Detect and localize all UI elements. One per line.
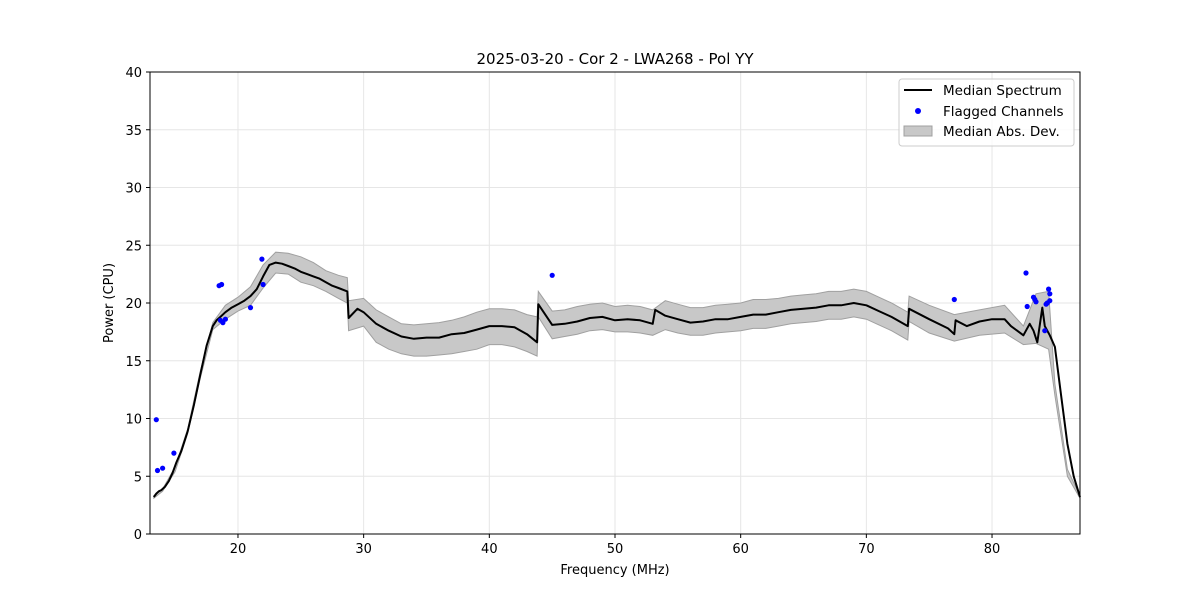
flagged-channel-point xyxy=(1047,298,1053,304)
x-axis-label: Frequency (MHz) xyxy=(560,563,669,578)
flagged-channel-point xyxy=(222,316,228,322)
x-tick-label: 80 xyxy=(984,542,1001,557)
x-axis-ticks: 20 30 40 50 60 70 80 xyxy=(230,534,1001,557)
y-tick-label: 15 xyxy=(125,355,142,370)
x-tick-label: 40 xyxy=(481,542,498,557)
y-axis-ticks: 0 5 10 15 20 25 30 35 40 xyxy=(125,66,150,543)
legend-mad-swatch xyxy=(903,125,933,137)
flagged-channel-point xyxy=(260,281,266,288)
median-spectrum-line xyxy=(152,261,1081,498)
x-tick-label: 30 xyxy=(355,542,372,557)
legend-box xyxy=(898,78,1075,147)
legend-mad-label: Median Abs. Dev. xyxy=(943,124,1060,140)
y-axis-label: Power (CPU) xyxy=(102,263,117,343)
flagged-channel-point xyxy=(1042,328,1048,334)
flagged-channel-point xyxy=(1033,299,1039,305)
x-tick-label: 70 xyxy=(858,542,875,557)
y-tick-label: 20 xyxy=(125,297,142,312)
flagged-channel-point xyxy=(154,467,161,474)
y-tick-label: 10 xyxy=(125,413,142,428)
y-tick-label: 30 xyxy=(125,182,142,197)
flagged-channel-point xyxy=(1046,286,1052,292)
y-tick-label: 0 xyxy=(134,528,142,543)
y-tick-label: 25 xyxy=(125,239,142,254)
flagged-channel-point xyxy=(1047,291,1053,297)
flagged-channel-point xyxy=(549,272,555,278)
flagged-channel-point xyxy=(1023,270,1029,276)
flagged-channel-point xyxy=(171,450,177,456)
x-tick-label: 60 xyxy=(732,542,749,557)
y-tick-label: 40 xyxy=(125,66,142,81)
flagged-channel-point xyxy=(259,256,265,262)
median-line-layer xyxy=(152,261,1081,498)
flagged-channel-point xyxy=(219,281,225,288)
flagged-channel-point xyxy=(247,305,254,311)
flagged-channel-point xyxy=(160,465,166,471)
legend-flagged-label: Flagged Channels xyxy=(943,104,1064,120)
mad-band-layer xyxy=(153,251,1081,501)
legend-flagged-swatch xyxy=(915,108,921,114)
x-tick-label: 20 xyxy=(230,542,247,557)
legend: Median Spectrum Flagged Channels Median … xyxy=(898,78,1075,147)
flagged-channel-point xyxy=(153,417,159,423)
chart-title: 2025-03-20 - Cor 2 - LWA268 - Pol YY xyxy=(477,50,755,68)
flagged-channel-point xyxy=(951,296,957,303)
flagged-points-layer xyxy=(153,256,1053,474)
mad-band xyxy=(153,251,1081,501)
legend-median-label: Median Spectrum xyxy=(943,83,1062,99)
y-tick-label: 5 xyxy=(134,470,142,485)
x-tick-label: 50 xyxy=(607,542,624,557)
y-tick-label: 35 xyxy=(125,124,142,139)
flagged-channel-point xyxy=(1024,303,1030,310)
